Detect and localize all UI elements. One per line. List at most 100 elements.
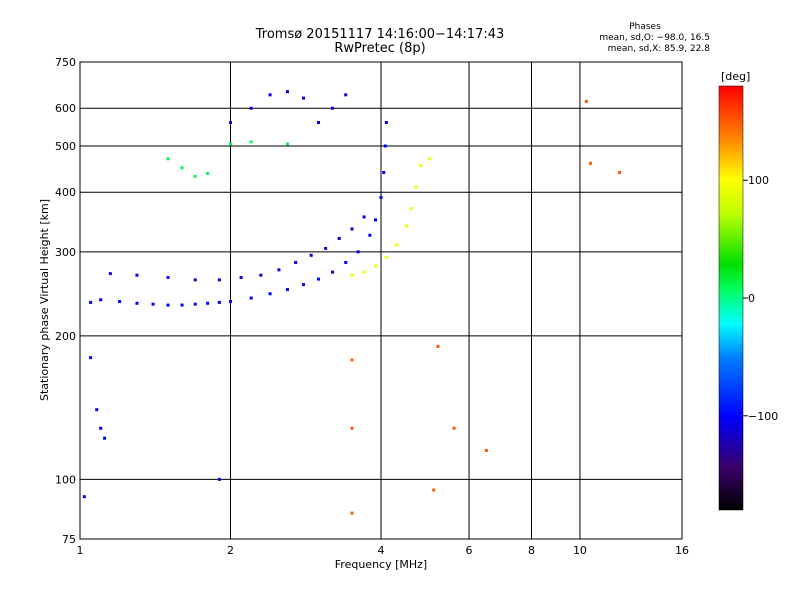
- colorbar-tick-label: 0: [748, 292, 755, 305]
- data-point: [356, 250, 360, 254]
- data-point: [259, 273, 263, 277]
- data-point: [277, 268, 281, 272]
- data-point: [350, 511, 354, 515]
- phases-legend-o: mean, sd,O: −98.0, 16.5: [599, 33, 710, 43]
- data-point: [118, 300, 122, 304]
- phases-legend-x: mean, sd,X: 85.9, 22.8: [607, 44, 710, 54]
- y-axis-label: Stationary phase Virtual Height [km]: [38, 199, 51, 401]
- data-point: [350, 358, 354, 362]
- data-point: [108, 272, 112, 276]
- data-point: [436, 344, 440, 348]
- data-point: [268, 93, 272, 97]
- data-point: [180, 303, 184, 307]
- data-point: [427, 157, 431, 161]
- data-point: [383, 144, 387, 148]
- data-point: [362, 215, 366, 219]
- data-point: [350, 273, 354, 277]
- colorbar-tick-label: −100: [748, 410, 778, 423]
- data-point: [166, 276, 170, 280]
- data-points: [82, 90, 622, 515]
- data-point: [217, 278, 221, 282]
- data-point: [229, 121, 232, 125]
- data-point: [374, 218, 378, 222]
- data-point: [249, 106, 253, 110]
- data-point: [419, 164, 423, 168]
- data-point: [268, 292, 272, 296]
- x-tick-label: 6: [466, 544, 473, 557]
- data-point: [229, 142, 232, 146]
- data-point: [166, 303, 170, 307]
- data-point: [249, 140, 253, 144]
- data-point: [99, 426, 103, 430]
- colorbar: [718, 85, 744, 511]
- data-point: [337, 236, 341, 240]
- data-point: [374, 264, 378, 268]
- data-point: [135, 301, 139, 305]
- y-tick-label: 750: [55, 56, 76, 69]
- data-point: [166, 157, 170, 161]
- data-point: [285, 142, 289, 146]
- data-point: [317, 121, 321, 125]
- data-point: [368, 233, 372, 237]
- data-point: [249, 296, 253, 300]
- data-point: [89, 356, 93, 360]
- data-point: [384, 121, 388, 125]
- data-point: [193, 302, 197, 306]
- data-point: [151, 302, 155, 306]
- x-tick-label: 10: [573, 544, 587, 557]
- colorbar-tick-label: 100: [748, 174, 769, 187]
- y-tick-label: 600: [55, 102, 76, 115]
- data-point: [317, 277, 321, 281]
- data-point: [309, 253, 313, 257]
- colorbar-ticks: 100 0 −100: [743, 174, 778, 423]
- data-point: [344, 93, 348, 97]
- data-point: [239, 276, 243, 280]
- data-point: [206, 171, 210, 175]
- data-point: [484, 448, 488, 452]
- data-point: [382, 170, 386, 174]
- y-tick-label: 75: [62, 533, 76, 546]
- data-point: [331, 106, 335, 110]
- data-point: [206, 301, 210, 305]
- x-tick-label: 2: [227, 544, 234, 557]
- data-point: [302, 283, 306, 287]
- data-point: [350, 227, 354, 231]
- grid-lines: [80, 62, 682, 539]
- data-point: [302, 96, 306, 100]
- data-point: [193, 278, 197, 282]
- data-point: [452, 426, 456, 430]
- data-point: [217, 477, 221, 481]
- axis-ticks: 1 2 4 6 8 10 16 75 100 200 300 400 500 600 750: [55, 56, 689, 557]
- data-point: [331, 270, 335, 274]
- data-point: [414, 185, 418, 189]
- data-point: [82, 495, 86, 499]
- x-axis-label: Frequency [MHz]: [335, 558, 427, 571]
- data-point: [95, 408, 99, 412]
- data-point: [405, 224, 409, 228]
- data-point: [409, 206, 413, 210]
- data-point: [350, 426, 354, 430]
- x-tick-label: 8: [528, 544, 535, 557]
- data-point: [180, 166, 184, 170]
- data-point: [324, 246, 328, 250]
- phases-legend-title: Phases: [629, 22, 661, 32]
- y-tick-label: 500: [55, 140, 76, 153]
- data-point: [384, 255, 388, 259]
- data-point: [344, 260, 348, 264]
- data-point: [285, 90, 289, 94]
- y-tick-label: 100: [55, 473, 76, 486]
- data-point: [103, 436, 107, 440]
- data-point: [618, 170, 622, 174]
- data-point: [294, 260, 298, 264]
- data-point: [584, 99, 588, 103]
- chart-title: Tromsø 20151117 14:16:00−14:17:43: [255, 27, 505, 42]
- data-point: [285, 288, 289, 292]
- y-tick-label: 300: [55, 246, 76, 259]
- data-point: [362, 270, 366, 274]
- data-point: [379, 195, 383, 199]
- data-point: [89, 300, 93, 304]
- y-tick-label: 400: [55, 186, 76, 199]
- data-point: [217, 300, 221, 304]
- x-tick-label: 4: [378, 544, 385, 557]
